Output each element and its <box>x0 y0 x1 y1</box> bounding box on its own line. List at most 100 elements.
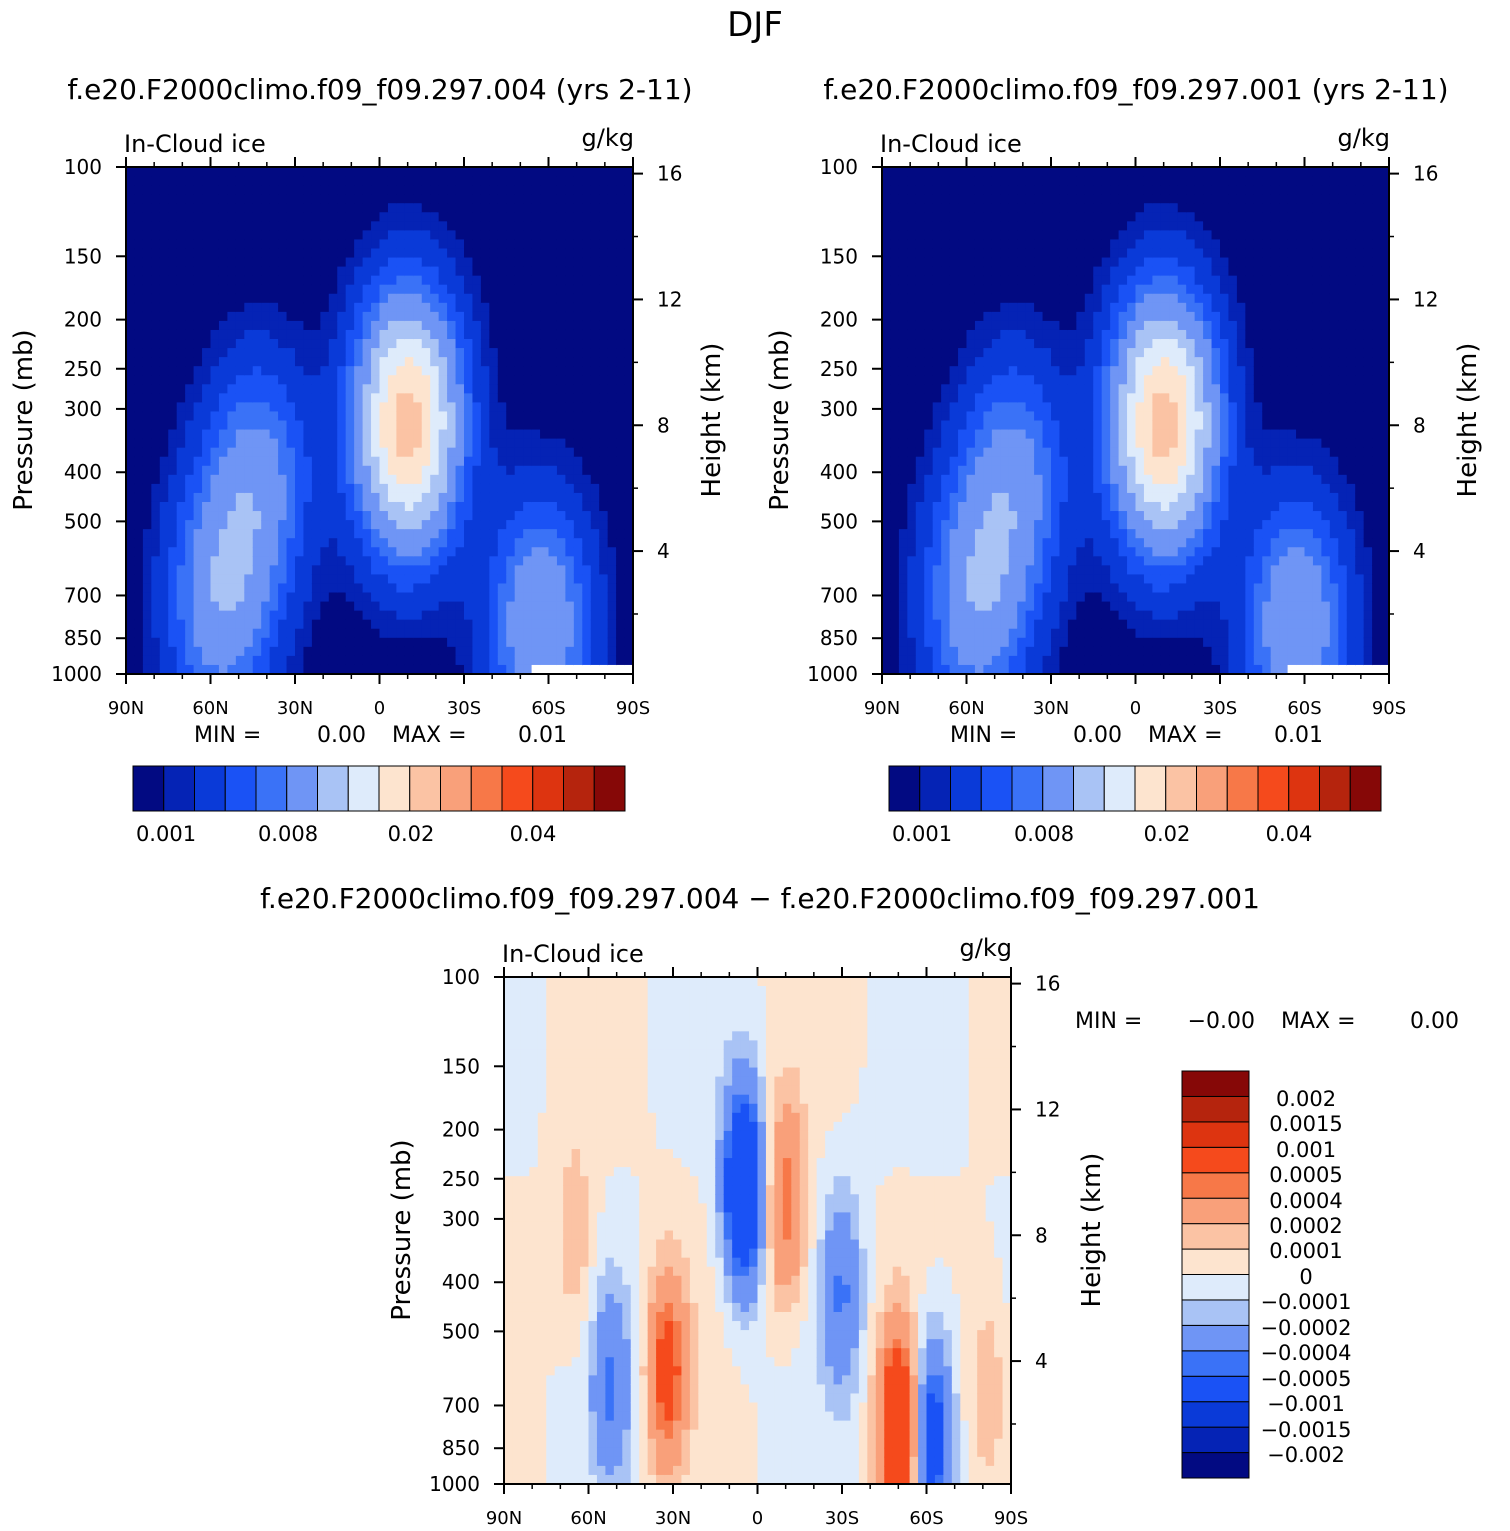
contour-cell <box>387 483 397 494</box>
contour-cell <box>898 511 908 521</box>
contour-cell <box>565 185 575 195</box>
contour-cell <box>193 447 203 458</box>
contour-cell <box>624 302 634 313</box>
contour-cell <box>497 366 507 376</box>
contour-cell <box>1000 167 1010 177</box>
contour-cell <box>1042 456 1052 467</box>
contour-cell <box>202 583 212 594</box>
contour-cell <box>898 266 908 277</box>
contour-cell <box>1034 239 1044 250</box>
contour-cell <box>991 375 1001 385</box>
contour-cell <box>514 357 524 367</box>
contour-cell <box>1017 302 1027 313</box>
contour-cell <box>1051 339 1061 349</box>
colorbar-box <box>409 765 441 812</box>
contour-cell <box>915 465 925 476</box>
contour-cell <box>1000 583 1010 594</box>
contour-cell <box>1067 447 1077 458</box>
contour-cell <box>1042 212 1052 222</box>
contour-cell <box>464 438 474 449</box>
contour-cell <box>464 565 474 576</box>
contour-cell <box>565 628 575 639</box>
contour-cell <box>958 284 968 295</box>
contour-cell <box>915 529 925 539</box>
contour-cell <box>337 275 347 286</box>
contour-cell <box>573 393 583 403</box>
contour-cell <box>531 556 541 566</box>
contour-cell <box>421 329 431 340</box>
contour-cell <box>328 583 338 594</box>
contour-cell <box>616 465 626 476</box>
contour-cell <box>455 483 465 494</box>
contour-cell <box>506 646 516 657</box>
contour-cell <box>983 501 993 512</box>
contour-cell <box>548 357 558 367</box>
contour-cell <box>907 366 917 376</box>
contour-cell <box>1101 547 1111 557</box>
contour-cell <box>924 492 934 503</box>
contour-cell <box>1042 239 1052 250</box>
contour-cell <box>1101 339 1111 349</box>
contour-cell <box>565 574 575 585</box>
contour-cell <box>1017 393 1027 403</box>
y-tick-label: 700 <box>64 583 102 607</box>
contour-cell <box>311 492 321 503</box>
contour-cell <box>616 366 626 376</box>
contour-cell <box>286 438 296 449</box>
contour-cell <box>523 320 533 331</box>
contour-cell <box>278 529 288 539</box>
contour-cell <box>607 420 617 431</box>
contour-cell <box>218 230 228 241</box>
contour-cell <box>362 176 372 186</box>
contour-cell <box>134 601 144 612</box>
contour-cell <box>1000 465 1010 476</box>
contour-cell <box>966 492 976 503</box>
contour-cell <box>590 357 600 367</box>
contour-cell <box>447 483 457 494</box>
contour-cell <box>168 664 178 675</box>
contour-cell <box>252 239 262 250</box>
contour-cell <box>142 583 152 594</box>
contour-cell <box>472 257 482 268</box>
contour-cell <box>430 384 440 394</box>
contour-cell <box>531 203 541 213</box>
contour-cell <box>1101 610 1111 621</box>
contour-cell <box>882 556 892 566</box>
contour-cell <box>898 610 908 621</box>
contour-cell <box>907 212 917 222</box>
contour-cell <box>556 411 566 422</box>
contour-cell <box>898 167 908 177</box>
contour-cell <box>278 411 288 422</box>
contour-cell <box>548 501 558 512</box>
contour-cell <box>932 384 942 394</box>
contour-cell <box>320 384 330 394</box>
contour-cell <box>387 320 397 331</box>
contour-cell <box>548 565 558 576</box>
contour-cell <box>573 339 583 349</box>
contour-cell <box>328 393 338 403</box>
contour-cell <box>941 538 951 548</box>
contour-cell <box>286 348 296 358</box>
contour-cell <box>193 230 203 241</box>
contour-cell <box>320 538 330 548</box>
contour-cell <box>176 203 186 213</box>
contour-cell <box>176 547 186 557</box>
contour-cell <box>915 239 925 250</box>
contour-cell <box>1051 221 1061 231</box>
contour-cell <box>974 366 984 376</box>
contour-cell <box>907 529 917 539</box>
contour-cell <box>480 529 490 539</box>
contour-cell <box>590 538 600 548</box>
contour-cell <box>142 230 152 241</box>
contour-cell <box>455 501 465 512</box>
contour-cell <box>915 230 925 241</box>
contour-cell <box>159 492 169 503</box>
contour-cell <box>345 637 355 648</box>
contour-cell <box>1008 637 1018 648</box>
contour-cell <box>556 574 566 585</box>
contour-cell <box>506 492 516 503</box>
contour-cell <box>489 520 499 530</box>
contour-cell <box>907 565 917 576</box>
contour-cell <box>599 302 609 313</box>
contour-cell <box>932 483 942 494</box>
